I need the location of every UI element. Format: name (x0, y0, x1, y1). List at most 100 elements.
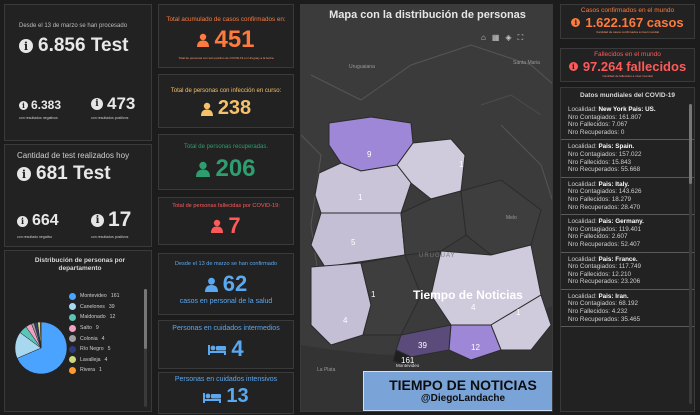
distribution-legend: Montevideo 161 Canelones 39 Maldonado 12 Salto… (69, 291, 139, 376)
place-label: Santa Maria (513, 60, 540, 66)
info-icon: i (568, 62, 578, 71)
home-icon[interactable]: ⌂ (481, 33, 486, 42)
tests-today-positive-value: 17 (108, 208, 132, 231)
intermediate-care-panel: Personas en cuidados intermedios 4 (158, 320, 294, 369)
person-icon (211, 219, 224, 233)
country-item[interactable]: Localidad: Pais: France. Nro Contagiados:… (561, 253, 694, 290)
pie-slice[interactable] (40, 321, 42, 349)
dept-maldonado[interactable] (448, 324, 502, 361)
country-recuperados: Nro Recuperados: 0 (568, 128, 625, 136)
map-label: 1 (516, 308, 521, 317)
map-label: 1 (459, 160, 464, 169)
legend-item[interactable]: Río Negro 5 (69, 344, 139, 355)
tests-today-negative-label: con resultado negativo (17, 235, 53, 239)
person-icon (204, 277, 218, 292)
country-item[interactable]: Localidad: Pais: Spain. Nro Contagiados: … (561, 140, 694, 178)
country-fallecidos: Nro Fallecidos: 18.279 (568, 195, 632, 203)
legend-item[interactable]: Salto 9 (69, 323, 139, 334)
country-localidad: Localidad: Pais: France. (568, 255, 638, 263)
recovered-panel: Total de personas recuperadas. 206 (158, 134, 294, 190)
uruguay-map[interactable]: 9 1 1 5 1 4 4 1 39 12 161 Uruguaiana San… (301, 5, 553, 412)
place-label: Melo (506, 215, 517, 221)
map-title: Mapa con la distribución de personas (329, 9, 526, 21)
accumulated-cases-panel: Total acumulado de casos confirmados en:… (158, 4, 294, 68)
info-icon: i (19, 100, 28, 110)
distribution-title: Distribución de personas por departament… (34, 257, 126, 272)
legend-label: Rivera (80, 367, 95, 374)
legend-value: 5 (107, 346, 111, 353)
legend-label: Lavalleja (80, 356, 101, 363)
country-fallecidos: Nro Fallecidos: 15.843 (568, 158, 632, 166)
dept-colonia[interactable] (310, 262, 372, 346)
health-personnel-panel: Desde el 13 de marzo se han confirmado 6… (158, 253, 294, 315)
legend-scrollbar-thumb[interactable] (144, 289, 147, 349)
legend-swatch (69, 366, 76, 374)
legend-swatch (69, 303, 76, 311)
legend-item[interactable]: Rivera 1 (69, 365, 139, 376)
layers-icon[interactable]: ◈ (505, 33, 512, 42)
person-icon (200, 102, 213, 116)
legend-scrollbar[interactable] (144, 289, 147, 407)
department-distribution-panel: Distribución de personas por departament… (4, 250, 152, 412)
country-contagiados: Nro Contagiados: 117.749 (568, 263, 642, 271)
dept-montevideo[interactable] (392, 349, 412, 366)
country-item[interactable]: Localidad: Pais: Germany. Nro Contagiados… (561, 215, 694, 253)
legend-item[interactable]: Colonia 4 (69, 333, 139, 344)
world-list-title: Datos mundiales del COVID-19 (580, 92, 675, 99)
world-deaths-panel: Fallecidos en el mundo i 97.264 fallecid… (560, 48, 695, 82)
legend-item[interactable]: Maldonado 12 (69, 312, 139, 323)
country-localidad: Localidad: Pais: Germany. (568, 218, 644, 226)
tests-positive-value: 473 (107, 94, 136, 113)
accumulated-cases-note: Total de personas con test positivo de C… (178, 56, 274, 60)
world-cases-label: Casos confirmados en el mundo (580, 7, 675, 14)
country-fallecidos: Nro Fallecidos: 12.210 (568, 270, 632, 278)
legend-label: Río Negro (80, 346, 104, 353)
fullscreen-icon[interactable]: ⛶ (517, 33, 524, 42)
country-contagiados: Nro Contagiados: 161.807 (568, 113, 642, 121)
country-recuperados: Nro Recuperados: 35.465 (568, 315, 641, 323)
list-scrollbar[interactable] (689, 104, 692, 404)
info-icon: i (19, 39, 33, 53)
info-icon: i (91, 98, 103, 110)
world-cases-panel: Casos confirmados en el mundo i 1.622.16… (560, 4, 695, 39)
dept-paysandu[interactable] (310, 212, 406, 268)
tests-today-positive-label: con resultados positivos (91, 235, 129, 239)
country-item[interactable]: Localidad: New York Pais: US. Nro Contagi… (561, 103, 694, 141)
pie-slice[interactable] (16, 321, 68, 375)
world-cases-value: 1.622.167 casos (585, 15, 684, 30)
info-icon: i (17, 167, 31, 181)
dept-salto[interactable] (314, 162, 412, 214)
map-label: 4 (343, 316, 348, 325)
legend-item[interactable]: Lavalleja 4 (69, 355, 139, 366)
info-icon: i (571, 18, 581, 27)
world-data-list-panel[interactable]: Datos mundiales del COVID-19 Localidad: … (560, 87, 695, 412)
deceased-panel: Total de personas fallecidas por COVID-1… (158, 197, 294, 245)
country-fallecidos: Nro Fallecidos: 2.607 (568, 233, 628, 241)
map-watermark: Tiempo de Noticias (413, 288, 523, 302)
country-recuperados: Nro Recuperados: 23.206 (568, 278, 641, 286)
person-icon (197, 33, 210, 47)
grid-icon[interactable]: ▦ (491, 33, 500, 42)
ongoing-infection-panel: Total de personas con infección en curso… (158, 74, 294, 128)
country-localidad: Localidad: Pais: Iran. (568, 292, 629, 300)
map-panel[interactable]: 9 1 1 5 1 4 4 1 39 12 161 Uruguaiana San… (300, 4, 553, 412)
list-scrollbar-thumb[interactable] (689, 104, 692, 184)
legend-label: Salto (80, 325, 92, 332)
place-label: URUGUAY (419, 253, 456, 259)
intermediate-care-value: 4 (231, 336, 244, 361)
country-item[interactable]: Localidad: Pais: Italy. Nro Contagiados: … (561, 178, 694, 216)
intensive-care-panel: Personas en cuidados intensivos 13 (158, 372, 294, 414)
dept-canelones[interactable] (395, 324, 452, 358)
world-deaths-note: Cantidad de fallecidos a nivel mundial (602, 74, 653, 78)
country-item[interactable]: Localidad: Pais: Iran. Nro Contagiados: 6… (561, 290, 694, 328)
legend-item[interactable]: Montevideo 161 (69, 291, 139, 302)
legend-item[interactable]: Canelones 39 (69, 302, 139, 313)
legend-value: 1 (99, 367, 102, 374)
map-label: 12 (471, 343, 480, 352)
legend-label: Maldonado (80, 314, 106, 321)
legend-label: Montevideo (80, 293, 107, 300)
deceased-title: Total de personas fallecidas por COVID-1… (172, 203, 280, 209)
map-label: 4 (471, 303, 476, 312)
country-recuperados: Nro Recuperados: 52.407 (568, 240, 641, 248)
legend-swatch (69, 313, 76, 321)
